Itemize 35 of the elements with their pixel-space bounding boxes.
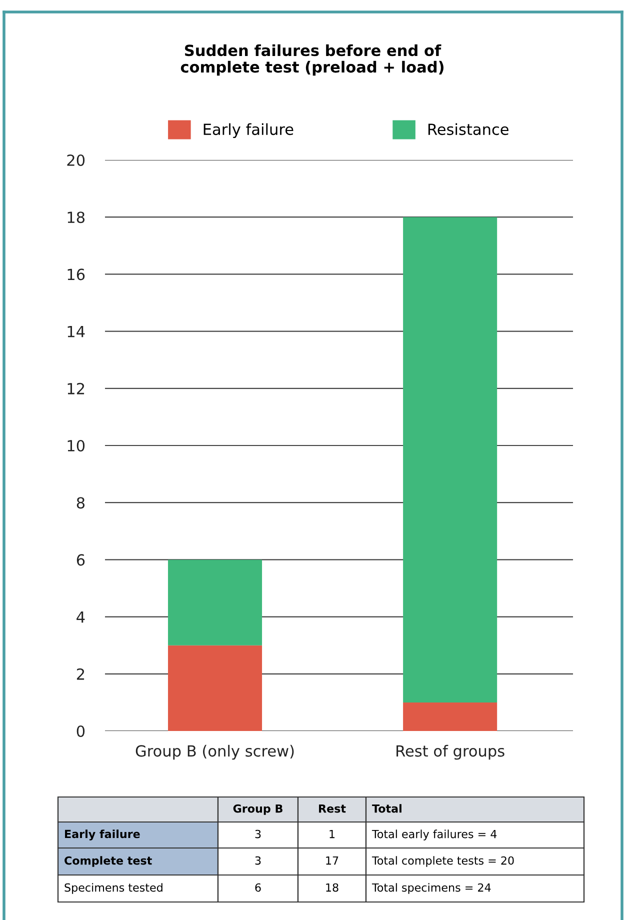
y-tick-label: 2 <box>76 668 84 680</box>
text: Total <box>372 804 402 813</box>
legend-label: Resistance <box>428 123 508 136</box>
text: 1 <box>330 830 335 838</box>
text: 3 <box>255 830 261 838</box>
text: 18 <box>326 883 338 892</box>
y-tick-label: 20 <box>67 154 85 166</box>
chart-title: Sudden failures before end of complete test (preload + load) <box>180 44 444 76</box>
text: Total early failures = 4 <box>372 830 497 840</box>
text: Total specimens = 24 <box>372 883 491 894</box>
y-tick-label: 4 <box>76 611 85 623</box>
y-tick-label: 10 <box>68 440 85 452</box>
text: 17 <box>326 856 338 865</box>
text: Rest <box>319 804 346 813</box>
bar <box>403 702 498 731</box>
y-tick-label: 6 <box>76 554 85 566</box>
bar <box>168 645 262 731</box>
bar <box>403 217 498 702</box>
y-tick-label: 8 <box>76 497 85 509</box>
y-tick-label: 16 <box>68 268 85 280</box>
legend-label: Early failure <box>204 123 294 138</box>
bar <box>168 560 262 646</box>
text: Complete test <box>64 856 152 867</box>
text: 3 <box>255 856 261 865</box>
y-tick-label: 12 <box>68 382 84 394</box>
text: Early failure <box>65 830 140 840</box>
x-tick-label: Group B (only screw) <box>136 744 294 760</box>
text: 6 <box>255 883 261 892</box>
y-tick-label: 18 <box>68 212 85 224</box>
y-tick-label: 14 <box>68 326 85 338</box>
text: Group B <box>233 804 282 815</box>
y-tick-label: 0 <box>76 725 85 738</box>
text: Specimens tested <box>64 883 162 894</box>
text: Total complete tests = 20 <box>372 856 514 867</box>
x-tick-label: Rest of groups <box>396 744 504 760</box>
